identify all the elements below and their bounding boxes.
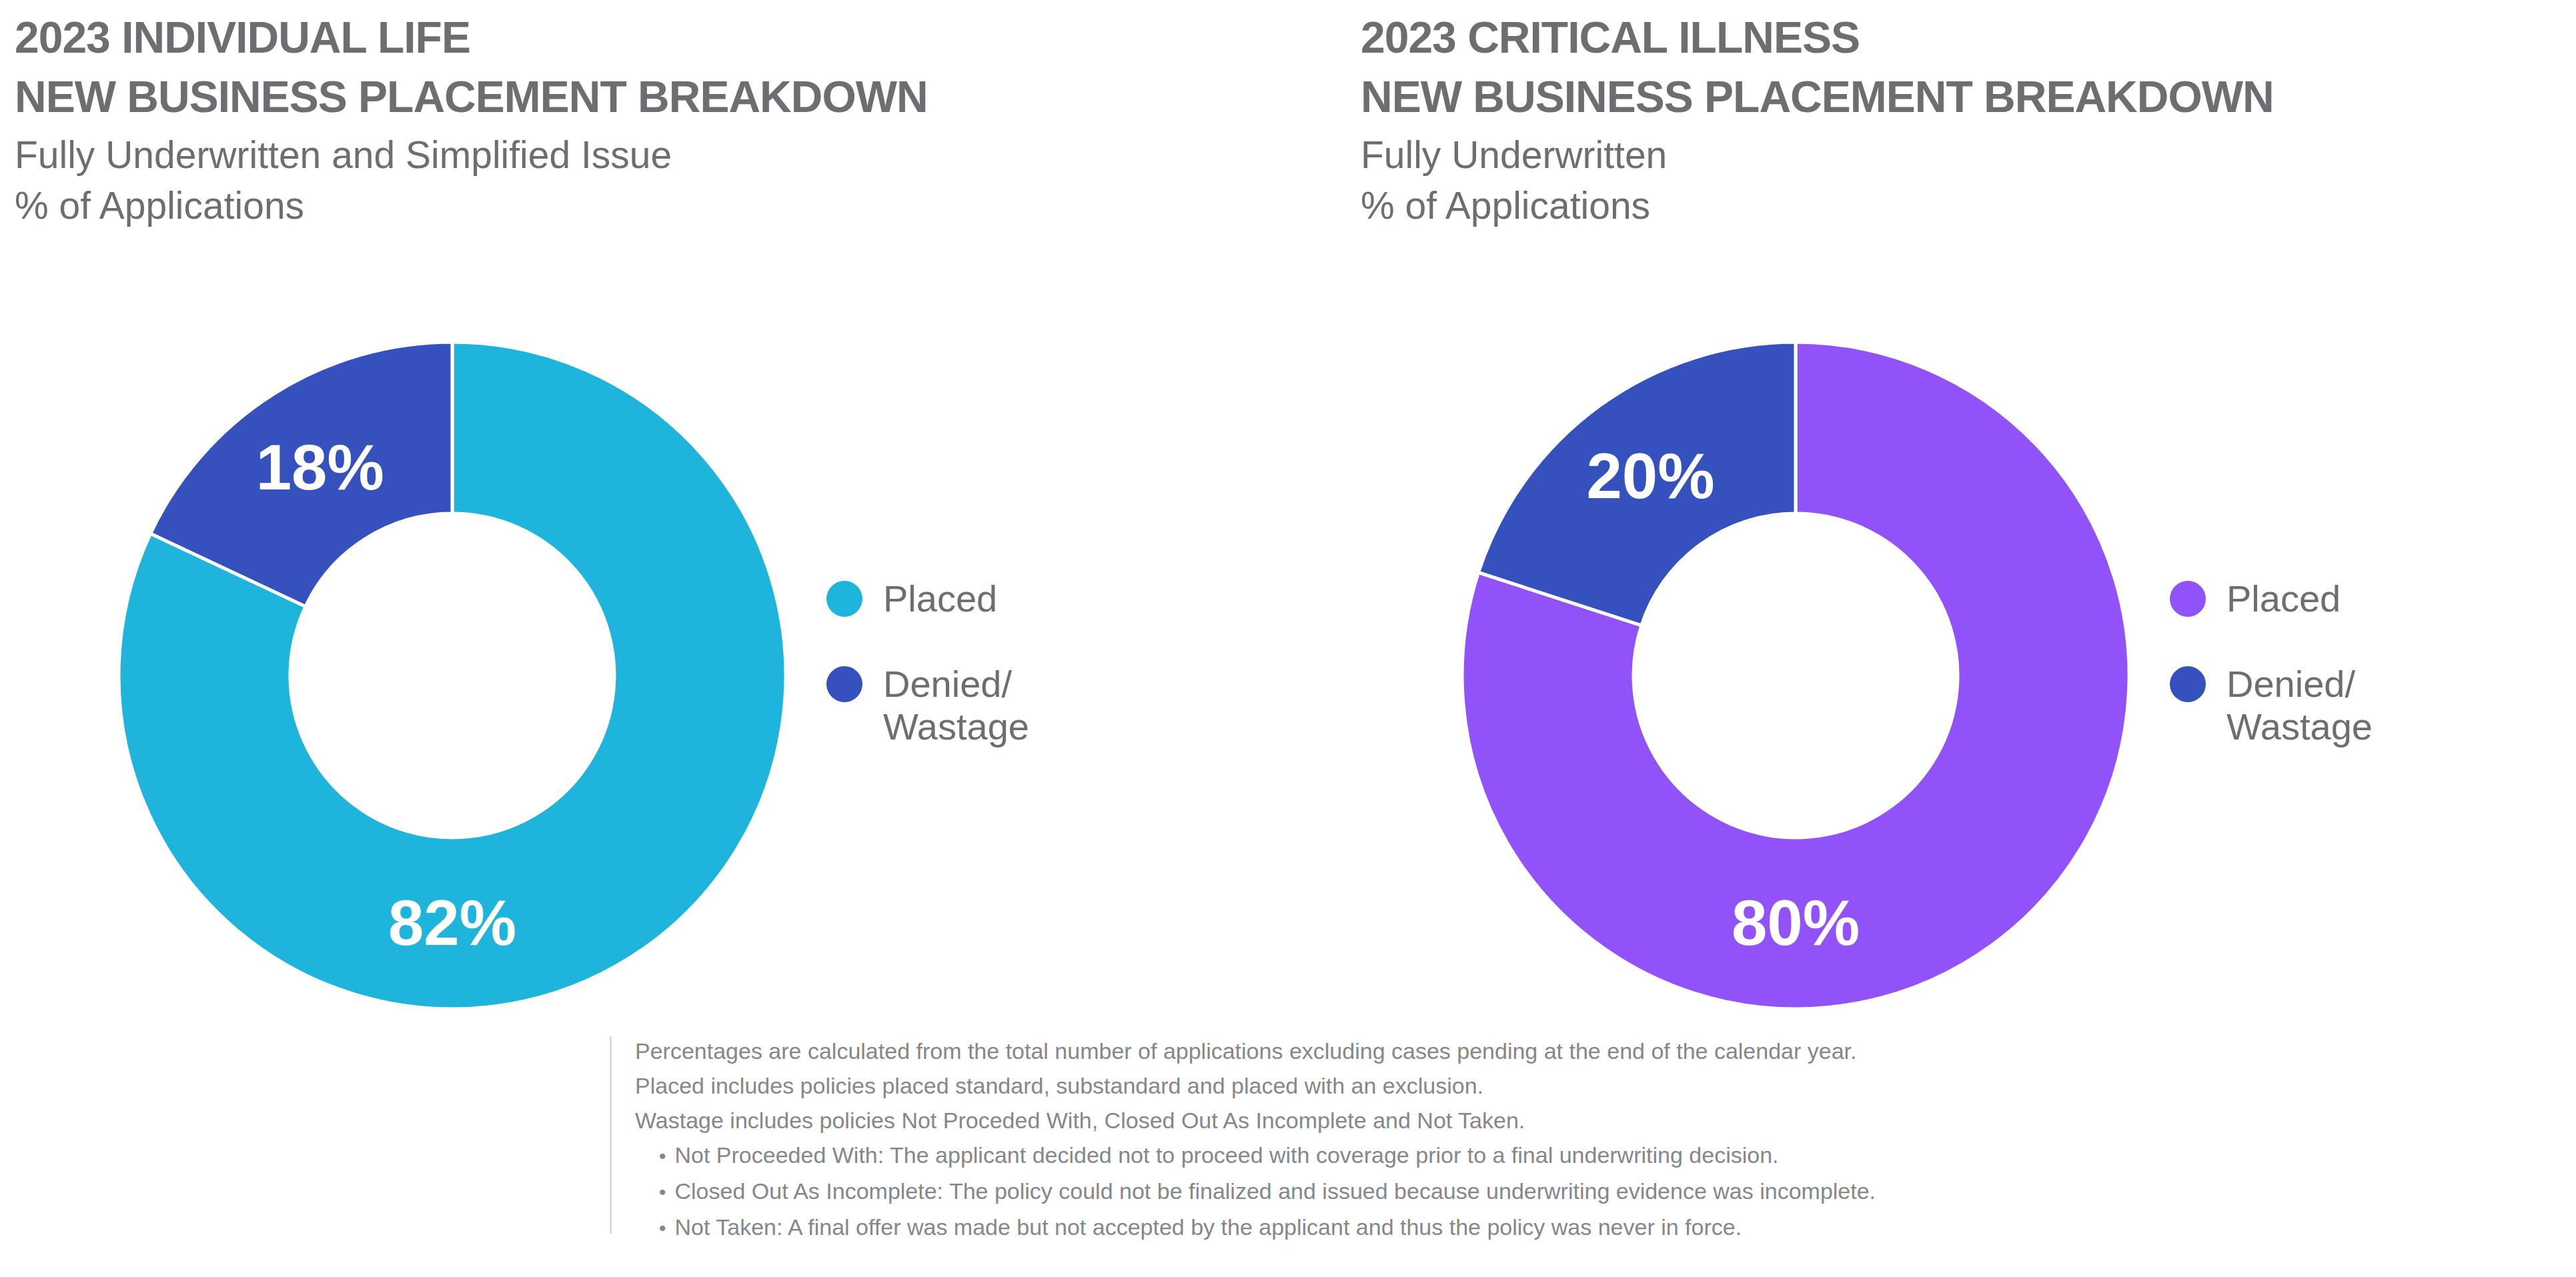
slice-percentage-label: 18%	[256, 431, 384, 503]
denied-swatch-icon	[2170, 666, 2206, 702]
critical-illness-title-line2: NEW BUSINESS PLACEMENT BREAKDOWN	[1361, 67, 2274, 127]
individual-life-title: 2023 INDIVIDUAL LIFE NEW BUSINESS PLACEM…	[15, 8, 928, 127]
individual-life-subtitle-line2: % of Applications	[15, 180, 672, 231]
legend-item-denied-left: Denied/ Wastage	[826, 663, 1029, 748]
slice-percentage-label: 80%	[1732, 887, 1860, 958]
slice-percentage-label: 82%	[388, 887, 516, 958]
footnote-divider-line	[610, 1036, 612, 1234]
placed-swatch-icon	[2170, 581, 2206, 617]
footnote-line: Percentages are calculated from the tota…	[635, 1034, 2169, 1068]
footnotes-block: Percentages are calculated from the tota…	[635, 1034, 2169, 1246]
critical-illness-title: 2023 CRITICAL ILLNESS NEW BUSINESS PLACE…	[1361, 8, 2274, 127]
legend-label-denied-line2: Wastage	[2226, 706, 2373, 748]
legend-item-denied-right: Denied/ Wastage	[2170, 663, 2373, 748]
bullet-icon: •	[659, 1181, 666, 1203]
individual-life-subtitle: Fully Underwritten and Simplified Issue …	[15, 129, 672, 231]
legend-label-denied: Denied/ Wastage	[2226, 663, 2373, 748]
legend-label-placed: Placed	[2226, 577, 2341, 620]
individual-life-donut-chart: 82% 18%	[115, 339, 789, 1012]
footnote-bullet-text: Closed Out As Incomplete: The policy cou…	[675, 1178, 1876, 1204]
critical-illness-subtitle: Fully Underwritten % of Applications	[1361, 129, 1667, 231]
legend-item-placed-right: Placed	[2170, 577, 2341, 620]
critical-illness-subtitle-line1: Fully Underwritten	[1361, 129, 1667, 180]
footnote-line: Wastage includes policies Not Proceded W…	[635, 1103, 2169, 1138]
slice-percentage-label: 20%	[1586, 440, 1714, 511]
placement-breakdown-infographic: 2023 INDIVIDUAL LIFE NEW BUSINESS PLACEM…	[0, 0, 2576, 1277]
placed-swatch-icon	[826, 581, 862, 617]
legend-label-denied: Denied/ Wastage	[883, 663, 1029, 748]
legend-label-placed: Placed	[883, 577, 997, 620]
critical-illness-donut-chart: 80% 20%	[1459, 339, 2132, 1012]
footnote-bullet-item: • Closed Out As Incomplete: The policy co…	[635, 1174, 2169, 1210]
legend-label-denied-line2: Wastage	[883, 706, 1029, 748]
legend-item-placed-left: Placed	[826, 577, 997, 620]
bullet-icon: •	[659, 1217, 666, 1239]
footnote-bullet-item: • Not Proceeded With: The applicant decid…	[635, 1138, 2169, 1174]
bullet-icon: •	[659, 1145, 666, 1167]
footnote-bullet-text: Not Taken: A final offer was made but no…	[675, 1214, 1742, 1240]
legend-label-placed-text: Placed	[883, 577, 997, 619]
critical-illness-subtitle-line2: % of Applications	[1361, 180, 1667, 231]
legend-label-denied-line1: Denied/	[2226, 663, 2373, 706]
individual-life-subtitle-line1: Fully Underwritten and Simplified Issue	[15, 129, 672, 180]
footnote-bullet-item: • Not Taken: A final offer was made but n…	[635, 1210, 2169, 1246]
denied-swatch-icon	[826, 666, 862, 702]
critical-illness-title-line1: 2023 CRITICAL ILLNESS	[1361, 8, 2274, 67]
legend-label-placed-text: Placed	[2226, 577, 2341, 619]
individual-life-title-line1: 2023 INDIVIDUAL LIFE	[15, 8, 928, 67]
individual-life-title-line2: NEW BUSINESS PLACEMENT BREAKDOWN	[15, 67, 928, 127]
footnote-line: Placed includes policies placed standard…	[635, 1068, 2169, 1103]
legend-label-denied-line1: Denied/	[883, 663, 1029, 706]
footnote-bullet-text: Not Proceeded With: The applicant decide…	[675, 1142, 1779, 1168]
